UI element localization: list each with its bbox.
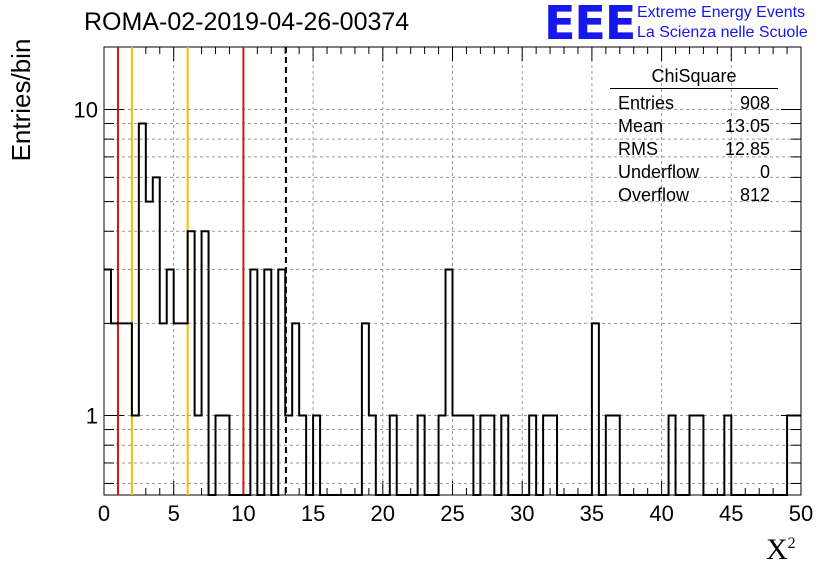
histogram-bin: [125, 323, 132, 495]
eee-logo: EEE: [544, 0, 636, 50]
x-tick-label: 35: [580, 501, 604, 526]
stat-label: Mean: [618, 116, 664, 136]
stat-value: 908: [739, 93, 770, 113]
stat-value: 12.85: [724, 139, 770, 159]
histogram-bin: [111, 323, 118, 495]
y-axis-label: Entries/bin: [6, 38, 36, 162]
x-tick-label: 40: [649, 501, 673, 526]
histogram-bin: [167, 270, 174, 495]
x-axis-label-exponent: 2: [787, 535, 796, 552]
logo-tagline-2: La Scienza nelle Scuole: [637, 24, 808, 41]
histogram-bin: [292, 323, 299, 495]
stat-row: Entries 908: [610, 92, 778, 115]
x-tick-label: 10: [231, 501, 255, 526]
y-tick-label: 1: [86, 404, 98, 429]
histogram-bin: [278, 270, 285, 495]
histogram-bin: [181, 323, 188, 495]
stat-value: 812: [739, 185, 770, 205]
x-tick-label: 50: [789, 501, 813, 526]
histogram-bin: [202, 231, 209, 495]
histogram-bin: [104, 270, 111, 495]
stats-box: ChiSquare Entries 908 Mean 13.05 RMS 12.85 …: [610, 66, 778, 207]
histogram-bin: [153, 177, 160, 495]
stat-value: 13.05: [724, 116, 770, 136]
stats-title: ChiSquare: [610, 66, 778, 89]
stat-label: RMS: [618, 139, 658, 159]
x-tick-label: 30: [510, 501, 534, 526]
histogram-bin: [592, 323, 599, 495]
histogram-bin: [188, 231, 195, 495]
histogram-outline: [104, 122, 801, 496]
histogram-bin: [160, 323, 167, 495]
histogram-bin: [446, 270, 453, 495]
x-axis-label: X2: [766, 533, 796, 567]
stat-label: Overflow: [618, 185, 690, 205]
stat-row: Overflow 812: [610, 184, 778, 207]
x-tick-label: 5: [168, 501, 180, 526]
stat-label: Entries: [618, 93, 675, 113]
histogram-bin: [250, 270, 257, 495]
y-tick-label: 10: [74, 97, 98, 122]
x-axis-label-symbol: X: [766, 533, 788, 566]
stat-label: Underflow: [618, 162, 700, 182]
histogram-bin: [264, 270, 271, 495]
histogram-bin: [362, 323, 369, 495]
stat-row: RMS 12.85: [610, 138, 778, 161]
x-tick-label: 25: [440, 501, 464, 526]
histogram-bin: [146, 202, 153, 495]
histogram-bin: [118, 323, 125, 495]
histogram-bin: [174, 323, 181, 495]
stat-row: Underflow 0: [610, 161, 778, 184]
x-tick-label: 20: [371, 501, 395, 526]
stat-value: 0: [759, 162, 770, 182]
stat-row: Mean 13.05: [610, 115, 778, 138]
x-tick-label: 15: [301, 501, 325, 526]
x-tick-label: 45: [719, 501, 743, 526]
x-tick-label: 0: [98, 501, 110, 526]
chart-title: ROMA-02-2019-04-26-00374: [84, 8, 410, 36]
histogram-bin: [139, 123, 146, 495]
logo-tagline-1: Extreme Energy Events: [637, 4, 806, 21]
